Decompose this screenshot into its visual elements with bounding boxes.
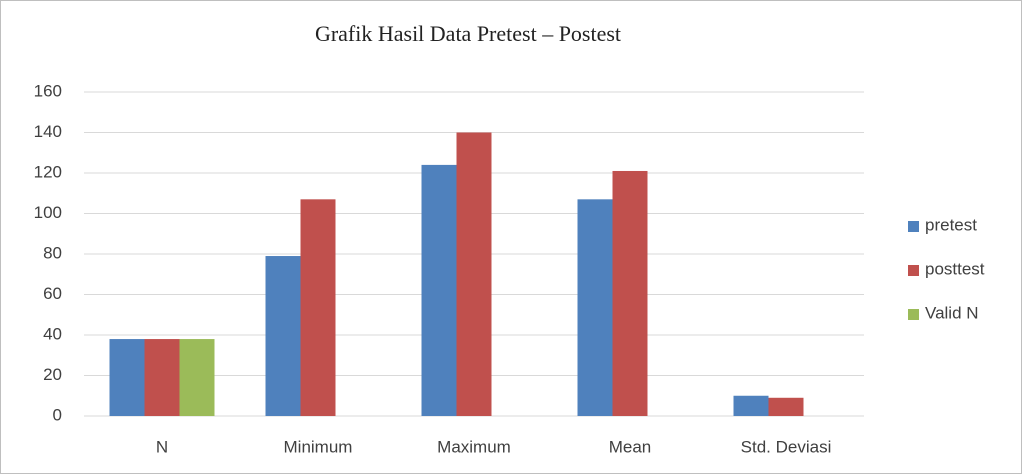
bar bbox=[733, 395, 769, 416]
bar bbox=[768, 397, 804, 416]
x-tick-label: Maximum bbox=[437, 437, 511, 456]
legend-label: Valid N bbox=[925, 303, 979, 322]
x-tick-label: Mean bbox=[609, 437, 652, 456]
x-tick-label: Std. Deviasi bbox=[741, 437, 832, 456]
x-tick-label: Minimum bbox=[284, 437, 353, 456]
y-tick-label: 120 bbox=[34, 162, 62, 181]
y-tick-label: 0 bbox=[53, 405, 62, 424]
bar bbox=[179, 339, 215, 416]
legend-swatch bbox=[908, 265, 919, 276]
y-tick-label: 100 bbox=[34, 203, 62, 222]
x-tick-label: N bbox=[156, 437, 168, 456]
bar bbox=[265, 256, 301, 416]
bar bbox=[109, 339, 145, 416]
bar bbox=[577, 199, 613, 416]
legend-swatch bbox=[908, 309, 919, 320]
bar bbox=[612, 170, 648, 416]
y-tick-label: 160 bbox=[34, 81, 62, 100]
y-tick-label: 20 bbox=[43, 365, 62, 384]
bar bbox=[144, 339, 180, 416]
bar bbox=[456, 132, 492, 416]
bar bbox=[300, 199, 336, 416]
bar bbox=[421, 164, 457, 416]
y-tick-label: 80 bbox=[43, 243, 62, 262]
y-tick-label: 60 bbox=[43, 284, 62, 303]
chart-title: Grafik Hasil Data Pretest – Postest bbox=[315, 21, 621, 46]
legend-swatch bbox=[908, 221, 919, 232]
legend-label: posttest bbox=[925, 259, 985, 278]
legend-label: pretest bbox=[925, 215, 977, 234]
y-tick-label: 140 bbox=[34, 122, 62, 141]
y-tick-label: 40 bbox=[43, 324, 62, 343]
